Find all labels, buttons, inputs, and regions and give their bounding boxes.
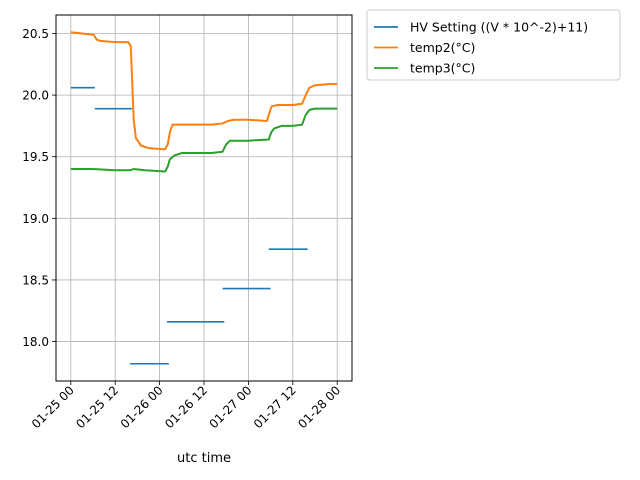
x-tick-label: 01-27 00: [206, 383, 254, 431]
x-axis-label: utc time: [177, 451, 231, 466]
y-tick-label: 19.5: [22, 150, 49, 164]
y-tick-label: 18.5: [22, 273, 49, 287]
y-tick-label: 20.0: [22, 89, 49, 103]
grid: [56, 15, 352, 381]
series-3: [70, 107, 338, 173]
series-line: [70, 107, 338, 173]
legend-item: HV Setting ((V * 10^-2)+11): [374, 20, 588, 35]
x-tick-label: 01-25 12: [73, 383, 121, 431]
series-2: [70, 31, 338, 151]
legend-box: [366, 9, 621, 81]
y-tick-label: 18.0: [22, 335, 49, 349]
legend: HV Setting ((V * 10^-2)+11) temp2(°C) temp…: [366, 9, 621, 81]
series-1: [70, 86, 308, 365]
x-tick-label: 01-26 00: [118, 383, 166, 431]
series-line: [70, 31, 338, 151]
legend-label: temp2(°C): [410, 40, 475, 55]
y-axis: 18.0 18.5 19.0 19.5 20.0 20.5: [22, 27, 56, 349]
x-tick-label: 01-25 00: [29, 383, 77, 431]
legend-item: temp2(°C): [374, 40, 475, 55]
series-layer: [70, 31, 338, 365]
y-tick-label: 19.0: [22, 212, 49, 226]
x-tick-label: 01-28 00: [295, 383, 343, 431]
legend-label: temp3(°C): [410, 61, 475, 76]
y-tick-label: 20.5: [22, 27, 49, 41]
x-tick-label: 01-27 12: [251, 383, 299, 431]
x-tick-label: 01-26 12: [162, 383, 210, 431]
legend-label: HV Setting ((V * 10^-2)+11): [410, 20, 588, 35]
legend-item: temp3(°C): [374, 61, 475, 76]
